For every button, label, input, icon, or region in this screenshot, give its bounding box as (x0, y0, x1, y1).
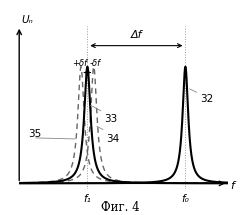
Text: f₀: f₀ (181, 194, 189, 204)
Text: 34: 34 (107, 134, 120, 144)
Text: f: f (230, 181, 234, 191)
Text: Δf: Δf (131, 30, 142, 40)
Text: Фиг. 4: Фиг. 4 (101, 201, 139, 214)
Text: 32: 32 (200, 94, 214, 104)
Text: f₁: f₁ (84, 194, 91, 204)
Text: 33: 33 (104, 114, 118, 124)
Text: Uₙ: Uₙ (21, 15, 33, 25)
Text: 35: 35 (28, 129, 41, 139)
Text: +δf: +δf (72, 59, 88, 68)
Text: -δf: -δf (89, 59, 100, 68)
